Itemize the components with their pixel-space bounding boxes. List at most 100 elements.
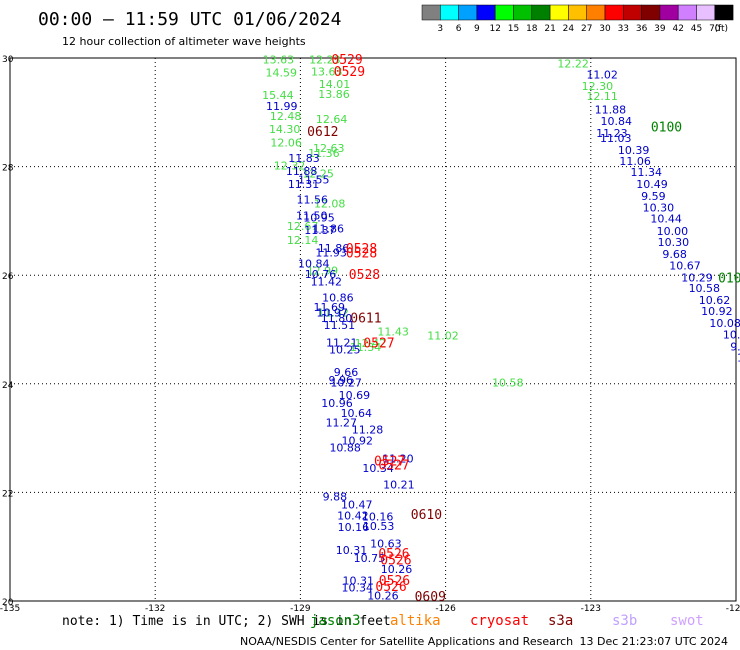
pass-time-label: 0526 xyxy=(378,547,409,562)
chart-subtitle: 12 hour collection of altimeter wave hei… xyxy=(62,35,306,48)
satellite-label-swot: swot xyxy=(670,613,704,629)
pass-time-label: 0527 xyxy=(378,459,409,474)
pass-time-label: 0528 xyxy=(346,242,377,257)
wave-height-value: 11.28 xyxy=(352,423,384,436)
wave-height-value: 10.69 xyxy=(339,389,371,402)
color-swatch xyxy=(604,4,624,21)
wave-height-value: 10.84 xyxy=(298,257,330,270)
wave-height-value: 11.27 xyxy=(326,416,358,429)
footer-note: note: 1) Time is in UTC; 2) SWH is in fe… xyxy=(62,614,391,629)
colorbar-tick-label: 30 xyxy=(599,24,611,34)
wave-height-value: 11.51 xyxy=(324,319,356,332)
wave-height-value: 10.21 xyxy=(383,478,415,491)
wave-height-value: 15.44 xyxy=(262,89,294,102)
wave-height-value: 11.31 xyxy=(288,178,320,191)
wave-height-value: 13.63 xyxy=(263,54,295,67)
wave-height-value: 11.88 xyxy=(286,165,318,178)
wave-height-value: 11.69 xyxy=(313,301,345,314)
chart-title: 00:00 — 11:59 UTC 01/06/2024 xyxy=(38,9,341,30)
color-swatch xyxy=(421,4,441,21)
wave-height-value: 11.55 xyxy=(298,174,330,187)
satellite-label-s3b: s3b xyxy=(612,613,637,629)
pass-time-label: 0100 xyxy=(651,120,682,135)
pass-time-label: 0527 xyxy=(374,454,405,469)
wave-height-value: 10.00 xyxy=(657,225,689,238)
wave-height-value: 11.99 xyxy=(266,100,298,113)
wave-height-value: 11.50 xyxy=(296,209,328,222)
wave-height-value: 12.25 xyxy=(302,168,334,181)
color-swatch xyxy=(458,4,478,21)
x-tick-label: -132 xyxy=(145,604,165,614)
colorbar-tick-label: 6 xyxy=(456,24,462,34)
satellite-label-cryosat: cryosat xyxy=(470,613,529,629)
wave-height-value: 10.27 xyxy=(330,377,362,390)
color-swatch xyxy=(568,4,587,21)
wave-height-value: 10.47 xyxy=(341,498,373,511)
satellite-label-altika: altika xyxy=(390,613,441,629)
credit-text: NOAA/NESDIS Center for Satellite Applica… xyxy=(240,635,573,648)
wave-height-value: 13.63 xyxy=(311,66,343,79)
wave-height-value: 11.02 xyxy=(586,68,618,81)
x-tick-label: -135 xyxy=(0,604,20,614)
color-swatch xyxy=(440,4,459,21)
wave-height-value: 10.49 xyxy=(636,178,668,191)
wave-height-value: 12.63 xyxy=(313,142,345,155)
wave-height-value: 14.59 xyxy=(266,67,298,80)
satellite-label-s3a: s3a xyxy=(548,613,573,629)
wave-height-value: 9.66 xyxy=(334,366,359,379)
color-swatch xyxy=(677,4,697,21)
color-swatch xyxy=(531,4,551,21)
pass-time-label: 0528 xyxy=(346,246,377,261)
wave-height-value: 11.86 xyxy=(313,223,345,236)
color-swatch xyxy=(641,4,661,21)
wave-height-value: 12.08 xyxy=(314,198,346,211)
colorbar-tick-label: 12 xyxy=(489,24,500,34)
wave-height-value: 10.92 xyxy=(701,305,733,318)
wave-height-value: 10.86 xyxy=(322,291,354,304)
wave-height-value: 11.02 xyxy=(427,329,459,342)
color-swatch xyxy=(549,4,569,21)
wave-height-value: 10.53 xyxy=(363,520,395,533)
y-tick-label: 20 xyxy=(2,598,14,608)
colorbar-tick-label: 27 xyxy=(581,24,592,34)
color-swatch xyxy=(513,4,533,21)
wave-height-value: 12.32 xyxy=(274,160,306,173)
pass-time-label: 0526 xyxy=(380,554,411,569)
color-swatch xyxy=(696,4,716,21)
x-tick-label: -123 xyxy=(581,604,601,614)
colorbar-tick-label: 70 xyxy=(709,24,721,34)
pass-time-label: 0526 xyxy=(375,580,406,595)
color-swatch xyxy=(476,4,496,21)
wave-height-value: 12.48 xyxy=(270,110,302,123)
colorbar-tick-label: 36 xyxy=(636,24,648,34)
grid-lines xyxy=(9,57,737,602)
wave-height-value: 10.58 xyxy=(492,377,523,390)
color-swatch xyxy=(714,4,734,21)
timestamp-text: 13 Dec 21:23:07 UTC 2024 xyxy=(580,635,728,648)
pass-time-label: 0529 xyxy=(334,65,365,80)
wave-height-value: 9.59 xyxy=(641,190,666,203)
pass-time-label: 0611 xyxy=(350,312,381,327)
wave-height-value: 12.67 xyxy=(287,220,319,233)
wave-height-value: 13.86 xyxy=(318,88,350,101)
colorbar-tick-label: 18 xyxy=(526,24,538,34)
colorbar-tick-label: 3 xyxy=(437,24,443,34)
y-tick-label: 30 xyxy=(2,55,14,65)
wave-height-value: 9.88 xyxy=(730,340,740,353)
wave-height-value: 11.34 xyxy=(350,341,382,354)
wave-height-value: 10.16 xyxy=(338,521,370,534)
pass-time-label: 0101 xyxy=(718,271,740,286)
wave-height-value: 11.37 xyxy=(304,224,336,237)
wave-height-value: 9.68 xyxy=(662,248,687,261)
wave-height-value: 11.56 xyxy=(297,194,329,207)
wave-height-value: 11.34 xyxy=(630,166,662,179)
wave-height-value: 11.32 xyxy=(317,307,349,320)
wave-height-value: 10.64 xyxy=(341,407,373,420)
wave-height-value: 10.30 xyxy=(658,236,690,249)
wave-height-value: 11.42 xyxy=(311,276,343,289)
wave-height-value: 11.43 xyxy=(377,326,409,339)
wave-height-value: 10.31 xyxy=(343,574,375,587)
satellite-label-jason3: jason3 xyxy=(310,613,361,629)
wave-height-value: 10.39 xyxy=(618,144,650,157)
